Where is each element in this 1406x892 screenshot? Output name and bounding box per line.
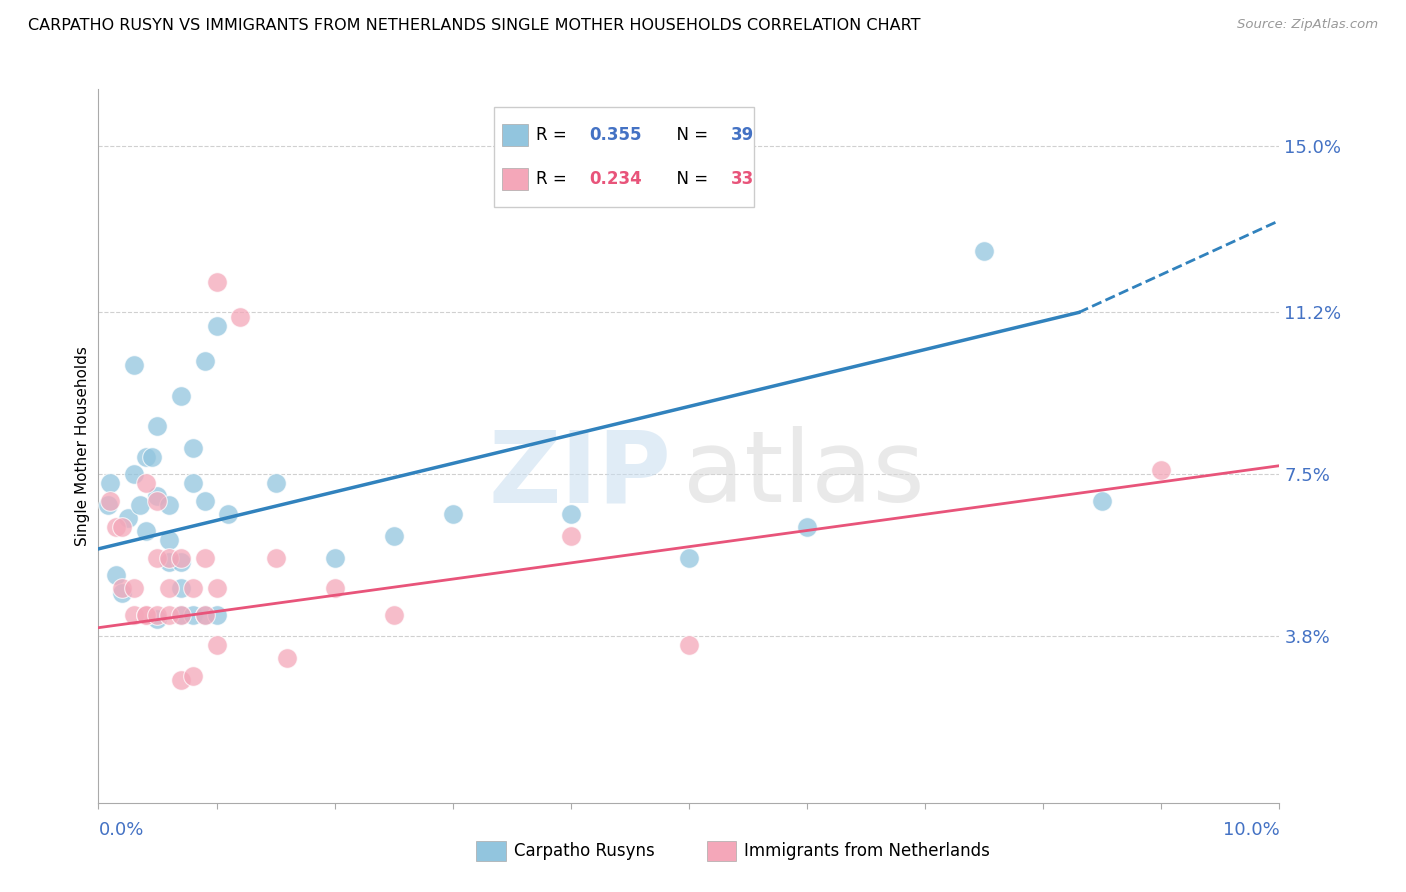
Point xyxy=(276,651,298,665)
Point xyxy=(111,585,134,599)
Text: 0.0%: 0.0% xyxy=(98,821,143,838)
Point xyxy=(205,607,228,622)
Bar xyxy=(502,124,527,146)
Point xyxy=(122,467,145,482)
Text: N =: N = xyxy=(665,170,713,188)
Point xyxy=(122,582,145,596)
Point xyxy=(194,493,217,508)
Point xyxy=(105,520,128,534)
Point xyxy=(111,520,134,534)
Text: 0.234: 0.234 xyxy=(589,170,641,188)
Point xyxy=(98,493,121,508)
Point xyxy=(128,498,150,512)
Point xyxy=(560,529,582,543)
Point xyxy=(105,568,128,582)
Point xyxy=(181,441,204,455)
Point xyxy=(97,498,120,512)
Point xyxy=(170,389,193,403)
Y-axis label: Single Mother Households: Single Mother Households xyxy=(75,346,90,546)
Point xyxy=(181,476,204,491)
Point xyxy=(170,673,193,688)
Point xyxy=(382,607,405,622)
Point xyxy=(796,520,818,534)
Point xyxy=(98,476,121,491)
Text: Carpatho Rusyns: Carpatho Rusyns xyxy=(515,842,655,860)
Bar xyxy=(502,168,527,190)
Point xyxy=(382,529,405,543)
Point xyxy=(146,493,169,508)
Point xyxy=(157,498,180,512)
Point xyxy=(135,607,157,622)
Point xyxy=(135,524,157,539)
Point xyxy=(973,244,995,259)
Point xyxy=(146,607,169,622)
FancyBboxPatch shape xyxy=(494,107,754,207)
Point xyxy=(560,507,582,521)
Text: Source: ZipAtlas.com: Source: ZipAtlas.com xyxy=(1237,18,1378,31)
Point xyxy=(678,638,700,652)
Text: N =: N = xyxy=(665,126,713,144)
Point xyxy=(141,450,163,464)
Point xyxy=(194,353,217,368)
Point xyxy=(205,318,228,333)
Text: Immigrants from Netherlands: Immigrants from Netherlands xyxy=(744,842,990,860)
Point xyxy=(205,638,228,652)
Point xyxy=(170,555,193,569)
Point xyxy=(441,507,464,521)
Point xyxy=(157,550,180,565)
Text: 10.0%: 10.0% xyxy=(1223,821,1279,838)
Point xyxy=(229,310,252,324)
Point xyxy=(157,555,180,569)
Point xyxy=(181,607,204,622)
Bar xyxy=(707,841,737,862)
Point xyxy=(122,607,145,622)
Point xyxy=(117,511,139,525)
Point xyxy=(146,550,169,565)
Point xyxy=(678,550,700,565)
Point xyxy=(135,607,157,622)
Point xyxy=(135,476,157,491)
Point xyxy=(135,450,157,464)
Text: R =: R = xyxy=(536,126,572,144)
Point xyxy=(194,607,217,622)
Point xyxy=(146,419,169,434)
Point xyxy=(170,582,193,596)
Text: 39: 39 xyxy=(731,126,754,144)
Point xyxy=(170,550,193,565)
Point xyxy=(181,582,204,596)
Bar xyxy=(477,841,506,862)
Point xyxy=(323,582,346,596)
Text: ZIP: ZIP xyxy=(488,426,671,523)
Point xyxy=(181,669,204,683)
Point xyxy=(194,550,217,565)
Point xyxy=(264,476,287,491)
Point xyxy=(1091,493,1114,508)
Point xyxy=(157,582,180,596)
Point xyxy=(111,582,134,596)
Point xyxy=(217,507,239,521)
Point xyxy=(1150,463,1173,477)
Point xyxy=(264,550,287,565)
Text: 0.355: 0.355 xyxy=(589,126,641,144)
Point xyxy=(157,607,180,622)
Point xyxy=(170,607,193,622)
Text: R =: R = xyxy=(536,170,572,188)
Point xyxy=(205,275,228,289)
Point xyxy=(146,489,169,503)
Text: 33: 33 xyxy=(731,170,754,188)
Point xyxy=(194,607,217,622)
Text: CARPATHO RUSYN VS IMMIGRANTS FROM NETHERLANDS SINGLE MOTHER HOUSEHOLDS CORRELATI: CARPATHO RUSYN VS IMMIGRANTS FROM NETHER… xyxy=(28,18,921,33)
Point xyxy=(122,358,145,372)
Point xyxy=(157,533,180,548)
Point xyxy=(205,582,228,596)
Point xyxy=(170,607,193,622)
Text: atlas: atlas xyxy=(683,426,925,523)
Point xyxy=(146,612,169,626)
Point xyxy=(323,550,346,565)
